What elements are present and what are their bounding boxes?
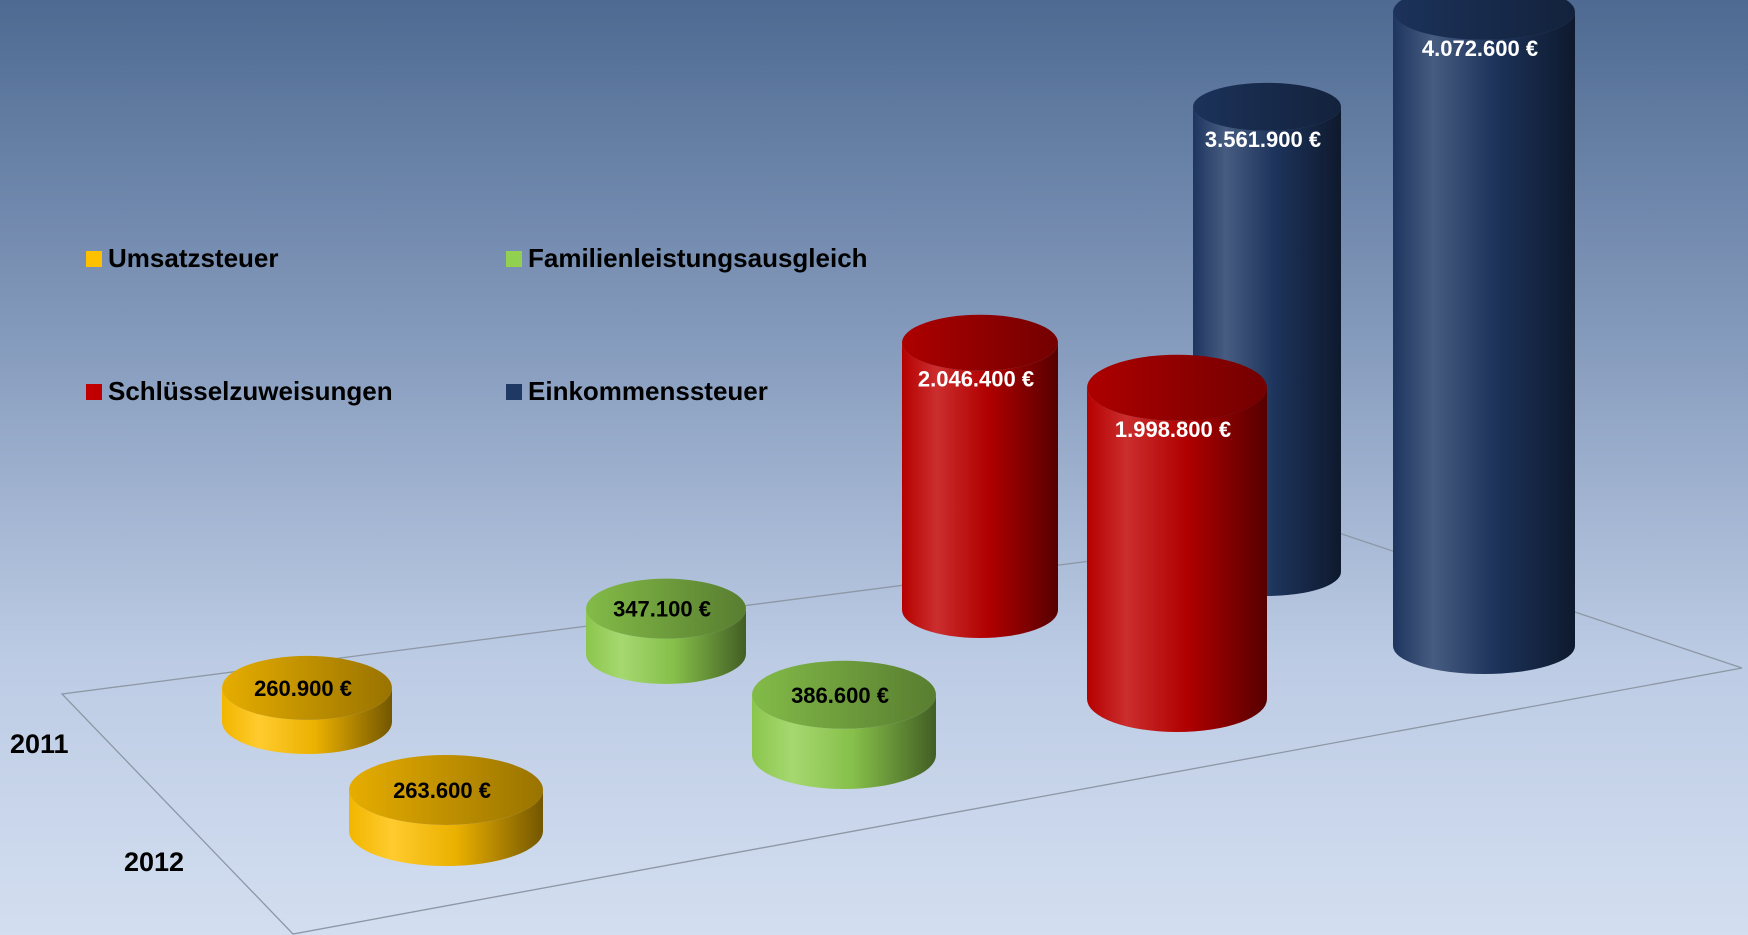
value-label-familienleistungsausgleich-2012: 386.600 € (791, 683, 889, 708)
value-label-schluesselzuweisungen-2011: 2.046.400 € (918, 367, 1034, 392)
bar-familienleistungsausgleich-2011: 347.100 € (586, 578, 746, 684)
legend-swatch (86, 251, 102, 267)
legend-swatch (506, 384, 522, 400)
value-label-umsatzsteuer-2012: 263.600 € (393, 778, 491, 803)
bar-top (902, 314, 1058, 371)
legend: Umsatzsteuer Familienleistungsausgleich Sc… (86, 243, 868, 406)
year-label-2011: 2011 (10, 729, 69, 759)
bar-body (1393, 11, 1575, 675)
bar-top (222, 655, 392, 720)
legend-item-umsatzsteuer: Umsatzsteuer (86, 243, 279, 273)
bar-body (586, 608, 746, 684)
bar-top (1393, 0, 1575, 40)
legend-item-einkommenssteuer: Einkommenssteuer (506, 376, 768, 406)
bar-body (222, 687, 392, 754)
value-label-einkommenssteuer-2012: 4.072.600 € (1422, 36, 1538, 61)
bar-top (586, 578, 746, 639)
legend-swatch (506, 251, 522, 267)
bar-familienleistungsausgleich-2012: 386.600 € (752, 660, 936, 789)
legend-item-familienleistungsausgleich: Familienleistungsausgleich (506, 243, 868, 273)
bar-top (349, 754, 543, 825)
bar-top (1087, 354, 1267, 421)
value-label-umsatzsteuer-2011: 260.900 € (254, 676, 352, 701)
legend-label: Einkommenssteuer (528, 376, 768, 406)
bar-top (1193, 82, 1341, 131)
bar-umsatzsteuer-2011: 260.900 € (222, 655, 392, 754)
bars: 260.900 € 347.100 € 2.046.400 € 3.561.900 €… (222, 0, 1575, 866)
legend-item-schluesselzuweisungen: Schlüsselzuweisungen (86, 376, 393, 406)
value-label-einkommenssteuer-2011: 3.561.900 € (1205, 127, 1321, 152)
value-label-schluesselzuweisungen-2012: 1.998.800 € (1115, 417, 1231, 442)
bar-body (752, 694, 936, 789)
bar-umsatzsteuer-2012: 263.600 € (349, 754, 543, 866)
bar-body (349, 789, 543, 866)
bar-schluesselzuweisungen-2012: 1.998.800 € (1087, 354, 1267, 732)
value-label-familienleistungsausgleich-2011: 347.100 € (613, 597, 711, 622)
bar-schluesselzuweisungen-2011: 2.046.400 € (902, 314, 1058, 638)
year-axis: 2011 2012 (10, 729, 184, 877)
year-label-2012: 2012 (124, 847, 184, 877)
bar-top (752, 660, 936, 729)
legend-label: Umsatzsteuer (108, 243, 279, 273)
bar-body (902, 342, 1058, 638)
legend-label: Schlüsselzuweisungen (108, 376, 393, 406)
legend-label: Familienleistungsausgleich (528, 243, 868, 273)
bar-einkommenssteuer-2012: 4.072.600 € (1393, 0, 1575, 675)
legend-swatch (86, 384, 102, 400)
bar-body (1087, 387, 1267, 732)
